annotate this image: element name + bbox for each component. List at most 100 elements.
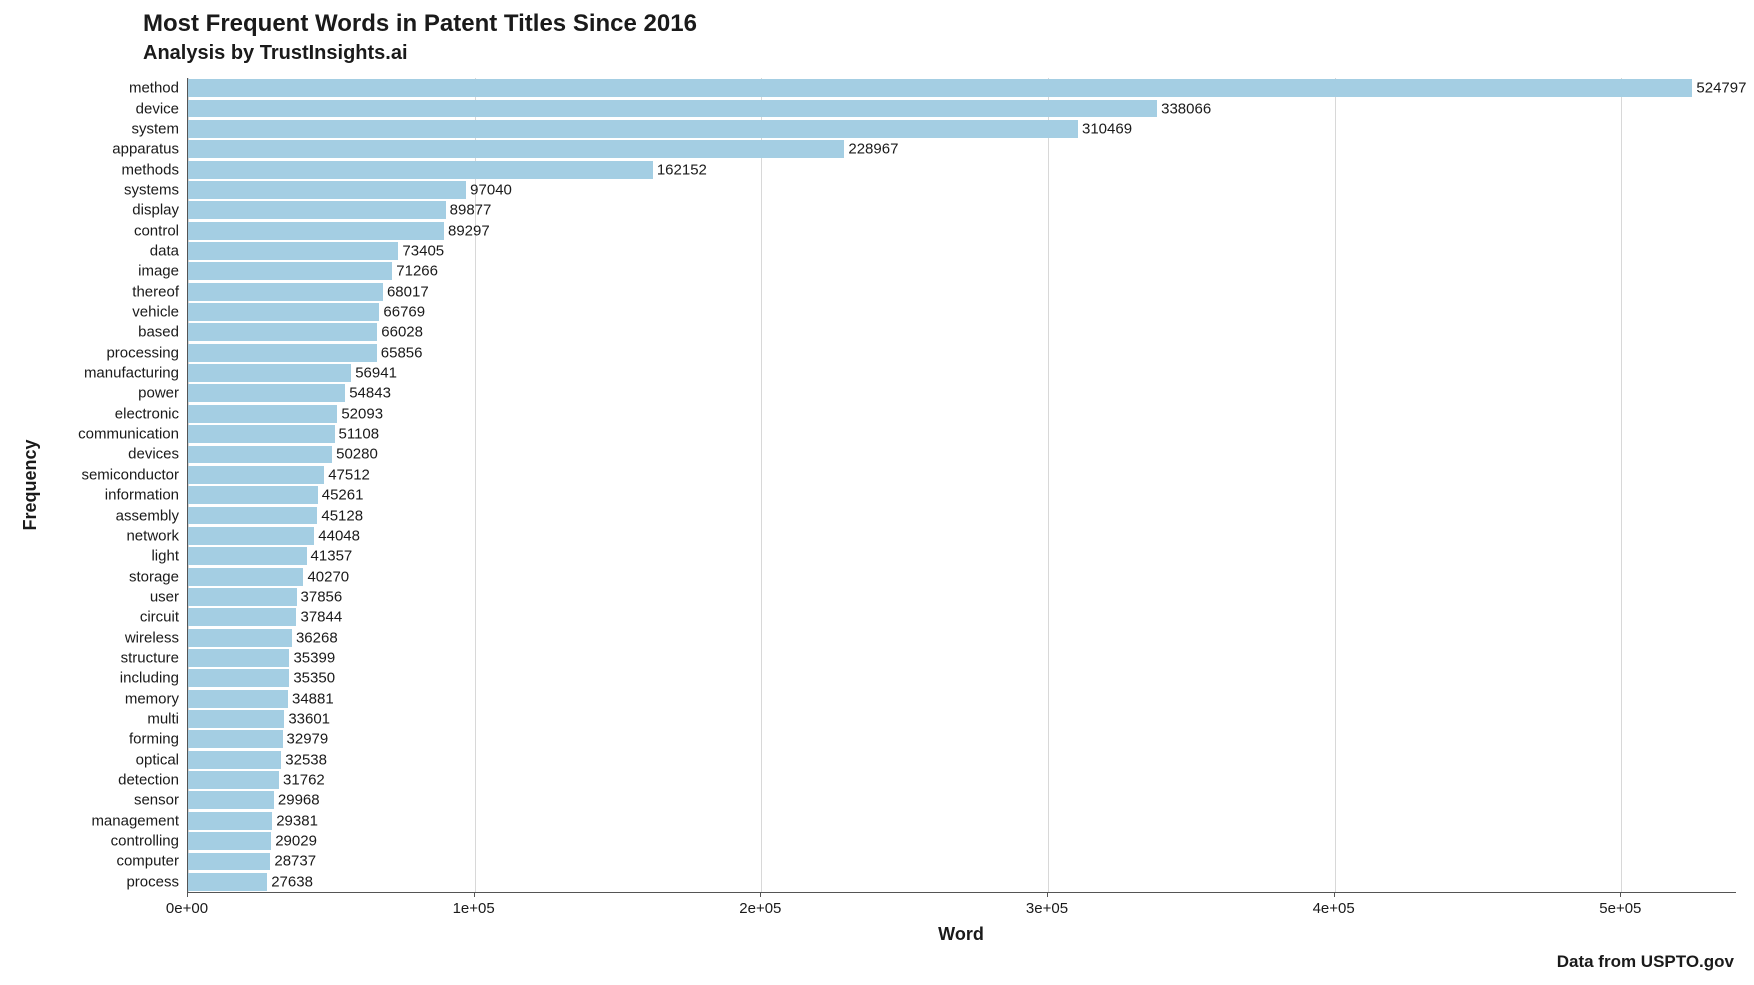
bar-row: 41357 <box>188 547 1736 565</box>
bar <box>188 161 653 179</box>
x-tick-label: 1e+05 <box>453 900 495 917</box>
bar <box>188 323 377 341</box>
bar-value-label: 32979 <box>287 731 329 748</box>
bar-value-label: 27638 <box>271 873 313 890</box>
bar-row: 32538 <box>188 751 1736 769</box>
bar <box>188 629 292 647</box>
bar-row: 54843 <box>188 384 1736 402</box>
bar <box>188 262 392 280</box>
bar-row: 66769 <box>188 303 1736 321</box>
bar-value-label: 89297 <box>448 222 490 239</box>
x-tick-label: 0e+00 <box>166 900 208 917</box>
y-category-label: structure <box>121 649 179 666</box>
bar-value-label: 228967 <box>848 141 898 158</box>
bar-row: 524797 <box>188 79 1736 97</box>
bar-value-label: 31762 <box>283 772 325 789</box>
bar-value-label: 66028 <box>381 324 423 341</box>
gridline <box>1048 78 1049 892</box>
bar-value-label: 310469 <box>1082 120 1132 137</box>
bar-row: 33601 <box>188 710 1736 728</box>
bar-value-label: 37844 <box>300 609 342 626</box>
bar-value-label: 41357 <box>311 548 353 565</box>
y-category-label: control <box>134 222 179 239</box>
bar <box>188 344 377 362</box>
bar-row: 35350 <box>188 669 1736 687</box>
bar-row: 50280 <box>188 446 1736 464</box>
y-category-label: storage <box>129 568 179 585</box>
bar-value-label: 36268 <box>296 629 338 646</box>
bar <box>188 181 466 199</box>
bar-value-label: 45128 <box>321 507 363 524</box>
bar-value-label: 29381 <box>276 812 318 829</box>
bar-row: 162152 <box>188 161 1736 179</box>
y-category-label: multi <box>147 711 179 728</box>
bar <box>188 120 1078 138</box>
bar-value-label: 44048 <box>318 527 360 544</box>
bar-row: 66028 <box>188 323 1736 341</box>
y-category-label: device <box>136 100 179 117</box>
bar-row: 310469 <box>188 120 1736 138</box>
bar <box>188 588 297 606</box>
bar <box>188 873 267 891</box>
bar <box>188 466 324 484</box>
gridline <box>761 78 762 892</box>
bar-row: 45261 <box>188 486 1736 504</box>
bar <box>188 384 345 402</box>
y-category-label: assembly <box>116 507 179 524</box>
bar <box>188 527 314 545</box>
bar-row: 29381 <box>188 812 1736 830</box>
bar-value-label: 89877 <box>450 202 492 219</box>
bar-row: 31762 <box>188 771 1736 789</box>
bar-row: 56941 <box>188 364 1736 382</box>
bar <box>188 791 274 809</box>
bar <box>188 547 307 565</box>
bar <box>188 568 303 586</box>
bar-value-label: 162152 <box>657 161 707 178</box>
x-axis-title: Word <box>938 924 984 945</box>
bar <box>188 364 351 382</box>
bar <box>188 303 379 321</box>
bar-value-label: 33601 <box>288 711 330 728</box>
gridline <box>1621 78 1622 892</box>
bar <box>188 100 1157 118</box>
x-tick-label: 2e+05 <box>739 900 781 917</box>
bar-value-label: 28737 <box>274 853 316 870</box>
bar-value-label: 37856 <box>301 588 343 605</box>
y-category-label: sensor <box>134 792 179 809</box>
y-category-label: apparatus <box>112 141 179 158</box>
bar <box>188 669 289 687</box>
bar <box>188 222 444 240</box>
bar-row: 36268 <box>188 629 1736 647</box>
bar-row: 45128 <box>188 507 1736 525</box>
bar-row: 37856 <box>188 588 1736 606</box>
bar <box>188 507 317 525</box>
bar-row: 51108 <box>188 425 1736 443</box>
bar <box>188 201 446 219</box>
bar-row: 228967 <box>188 140 1736 158</box>
bar-row: 40270 <box>188 568 1736 586</box>
bar <box>188 690 288 708</box>
bar-row: 28737 <box>188 853 1736 871</box>
y-category-label: power <box>138 385 179 402</box>
x-tick <box>187 892 188 897</box>
bar-row: 89877 <box>188 201 1736 219</box>
y-category-label: system <box>131 120 179 137</box>
chart-caption: Data from USPTO.gov <box>1557 952 1734 972</box>
y-category-label: wireless <box>125 629 179 646</box>
bar <box>188 446 332 464</box>
bar-row: 68017 <box>188 283 1736 301</box>
bar-row: 37844 <box>188 608 1736 626</box>
bar-value-label: 35399 <box>293 649 335 666</box>
bar-value-label: 73405 <box>402 242 444 259</box>
bar-row: 34881 <box>188 690 1736 708</box>
x-tick-label: 4e+05 <box>1313 900 1355 917</box>
bar <box>188 751 281 769</box>
y-category-label: memory <box>125 690 179 707</box>
gridline <box>1335 78 1336 892</box>
y-category-label: method <box>129 80 179 97</box>
y-category-label: systems <box>124 181 179 198</box>
bar-value-label: 524797 <box>1696 80 1746 97</box>
y-category-label: manufacturing <box>84 365 179 382</box>
y-category-label: forming <box>129 731 179 748</box>
bar-row: 29968 <box>188 791 1736 809</box>
